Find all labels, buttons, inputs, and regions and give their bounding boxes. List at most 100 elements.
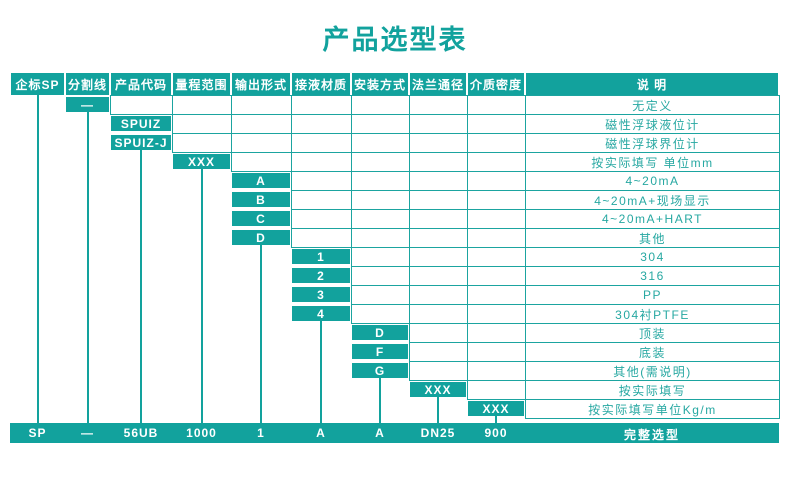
empty-cell [351,209,410,229]
empty-cell [467,285,526,305]
empty-cell [467,209,526,229]
empty-cell [291,133,352,153]
summary-bar: SP — 56UB 1000 1 A A DN25 900 完整选型 [10,423,779,443]
empty-cell [409,190,468,210]
description-cell: 磁性浮球界位计 [525,133,780,153]
description-cell: 316 [525,266,780,286]
empty-cell [467,171,526,191]
empty-cell [409,209,468,229]
description-cell: 按实际填写 [525,380,780,400]
empty-cell [409,323,468,343]
code-cell: B [232,192,290,207]
summary-value-6: A [375,426,385,440]
code-cell: A [232,173,290,188]
empty-cell [351,247,410,267]
column-drop-line [37,95,39,424]
empty-cell [467,361,526,381]
column-drop-line [201,169,203,424]
column-drop-line [437,397,439,424]
empty-cell [409,342,468,362]
empty-cell [291,190,352,210]
empty-cell [291,95,352,115]
empty-cell [291,114,352,134]
empty-cell [409,133,468,153]
empty-cell [231,114,292,134]
column-header-9: 说 明 [526,73,778,95]
empty-cell [172,114,232,134]
empty-cell [351,304,410,324]
description-cell: 按实际填写单位Kg/m [525,399,780,419]
empty-cell [409,152,468,172]
column-header-3: 量程范围 [173,73,230,95]
empty-cell [351,152,410,172]
column-header-2: 产品代码 [111,73,171,95]
empty-cell [351,95,410,115]
column-header-7: 法兰通径 [410,73,466,95]
empty-cell [409,228,468,248]
summary-value-1: — [81,426,94,440]
column-header-8: 介质密度 [468,73,524,95]
empty-cell [467,380,526,400]
empty-cell [172,95,232,115]
empty-cell [351,266,410,286]
column-header-6: 安装方式 [352,73,408,95]
description-cell: 顶装 [525,323,780,343]
empty-cell [409,114,468,134]
description-cell: 底装 [525,342,780,362]
empty-cell [291,171,352,191]
column-drop-line [495,416,497,424]
empty-cell [110,95,173,115]
summary-value-7: DN25 [420,426,456,440]
empty-cell [409,361,468,381]
summary-value-0: SP [28,426,47,440]
code-cell: SPUIZ [111,116,171,131]
description-cell: 其他(需说明) [525,361,780,381]
empty-cell [291,152,352,172]
column-header-5: 接液材质 [292,73,350,95]
empty-cell [351,133,410,153]
description-cell: 其他 [525,228,780,248]
summary-label: 完整选型 [623,428,681,442]
summary-value-8: 900 [484,426,508,440]
code-cell: 1 [292,249,350,264]
empty-cell [231,152,292,172]
empty-cell [351,171,410,191]
empty-cell [467,304,526,324]
summary-value-3: 1000 [186,426,217,440]
code-cell: SPUIZ-J [111,135,171,150]
column-header-1: 分割线 [66,73,109,95]
code-cell: D [232,230,290,245]
description-cell: PP [525,285,780,305]
code-cell: — [66,97,109,112]
empty-cell [409,95,468,115]
code-cell: 2 [292,268,350,283]
column-drop-line [379,378,381,424]
empty-cell [231,95,292,115]
column-drop-line [140,150,142,424]
column-drop-line [320,321,322,424]
empty-cell [351,285,410,305]
column-header-0: 企标SP [11,73,64,95]
empty-cell [467,342,526,362]
summary-value-4: 1 [257,426,265,440]
empty-cell [467,133,526,153]
code-cell: XXX [410,382,466,397]
empty-cell [409,247,468,267]
empty-cell [409,171,468,191]
empty-cell [467,323,526,343]
description-cell: 304衬PTFE [525,304,780,324]
empty-cell [351,114,410,134]
code-cell: D [352,325,408,340]
empty-cell [291,228,352,248]
code-cell: G [352,363,408,378]
empty-cell [409,285,468,305]
summary-value-5: A [316,426,326,440]
description-cell: 磁性浮球液位计 [525,114,780,134]
column-header-4: 输出形式 [232,73,290,95]
empty-cell [467,266,526,286]
description-cell: 无定义 [525,95,780,115]
page-title: 产品选型表 [322,25,468,55]
description-cell: 按实际填写 单位mm [525,152,780,172]
empty-cell [291,209,352,229]
